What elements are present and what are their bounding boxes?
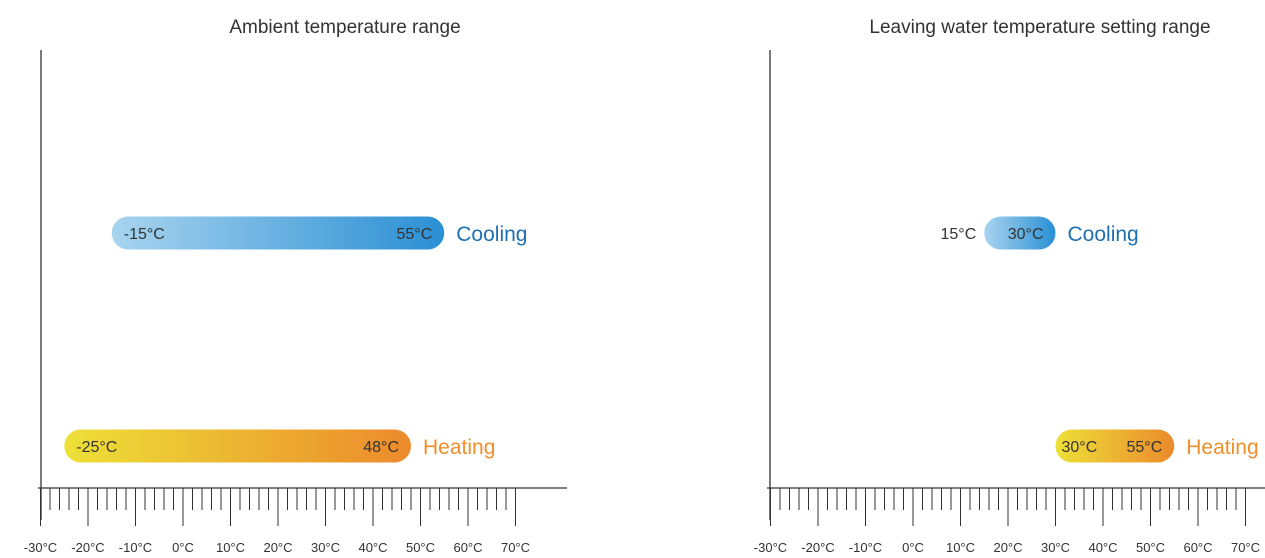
chart-title: Ambient temperature range — [229, 17, 460, 38]
series-label-heating: Heating — [1186, 436, 1258, 459]
tick-label: 50°C — [1136, 540, 1165, 555]
series-label-cooling: Cooling — [1068, 223, 1139, 246]
range-min-label: -15°C — [124, 226, 165, 243]
range-bar-heating — [64, 429, 411, 463]
tick-label: 70°C — [1231, 540, 1260, 555]
tick-label: 60°C — [1183, 540, 1212, 555]
tick-label: 0°C — [902, 540, 924, 555]
tick-label: 60°C — [453, 540, 482, 555]
range-min-label: 15°C — [941, 226, 977, 243]
tick-label: -20°C — [801, 540, 834, 555]
tick-label: 20°C — [993, 540, 1022, 555]
range-bar-heating — [1055, 429, 1175, 463]
tick-label: 70°C — [501, 540, 530, 555]
chart-title: Leaving water temperature setting range — [869, 17, 1210, 38]
tick-label: 30°C — [1041, 540, 1070, 555]
tick-label: -30°C — [24, 540, 57, 555]
chart-panel-1: Ambient temperature range -30°C -20°C -10°C… — [24, 17, 567, 555]
tick-label: 10°C — [216, 540, 245, 555]
tick-label: -10°C — [849, 540, 882, 555]
tick-label: 40°C — [1088, 540, 1117, 555]
tick-label: 0°C — [172, 540, 194, 555]
tick-label: 50°C — [406, 540, 435, 555]
chart-panel-2: Leaving water temperature setting range -… — [754, 17, 1265, 555]
tick-label: -10°C — [119, 540, 152, 555]
series-label-heating: Heating — [423, 436, 495, 459]
tick-label: 30°C — [311, 540, 340, 555]
range-max-label: 30°C — [1008, 226, 1044, 243]
range-max-label: 55°C — [1127, 439, 1163, 456]
tick-label: 40°C — [358, 540, 387, 555]
range-min-label: 30°C — [1062, 439, 1098, 456]
range-max-label: 55°C — [397, 226, 433, 243]
series-label-cooling: Cooling — [456, 223, 527, 246]
range-bar-cooling — [111, 216, 445, 250]
tick-label: -30°C — [754, 540, 787, 555]
range-bar-cooling — [984, 216, 1056, 250]
tick-label: 20°C — [263, 540, 292, 555]
tick-label: 10°C — [946, 540, 975, 555]
range-max-label: 48°C — [363, 439, 399, 456]
tick-label: -20°C — [71, 540, 104, 555]
range-min-label: -25°C — [76, 439, 117, 456]
